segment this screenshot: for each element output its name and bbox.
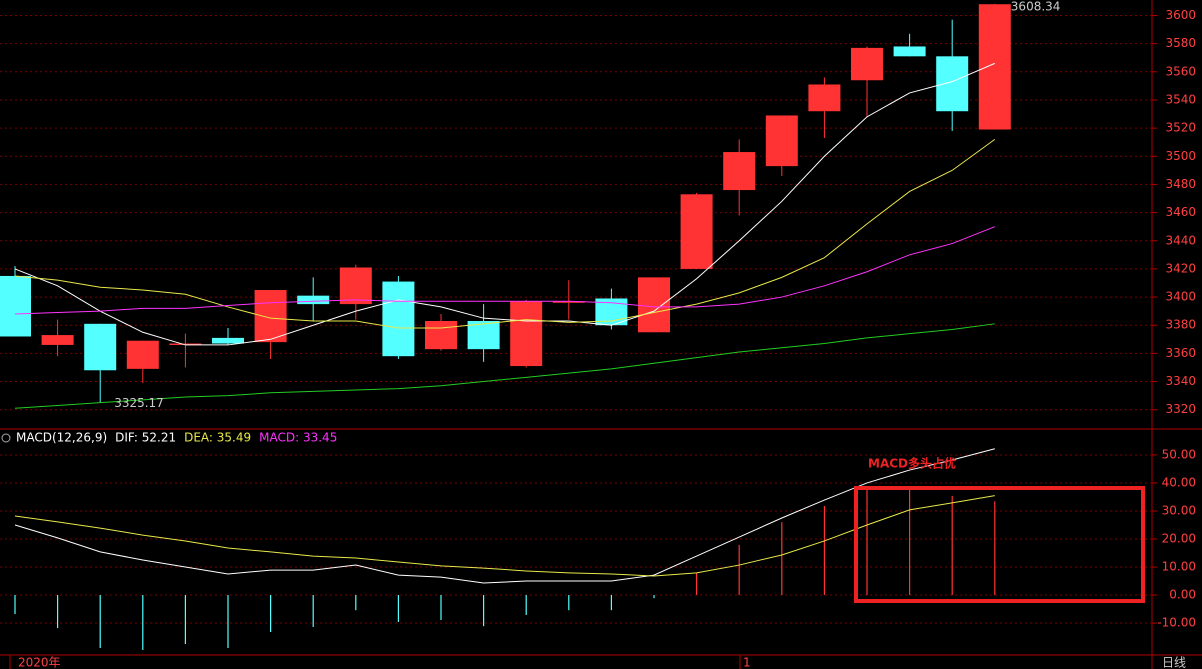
y-tick-label: 40.00 <box>1162 475 1196 489</box>
candle-body <box>126 340 159 369</box>
low-price-label: 3325.17 <box>114 396 164 410</box>
candle-body <box>510 301 543 367</box>
y-tick-label: 50.00 <box>1162 447 1196 461</box>
candle-body <box>680 194 713 269</box>
indicator-label: MACD(12,26,9) <box>16 431 107 445</box>
indicator-label: DIF: 52.21 <box>115 431 176 445</box>
y-tick-label: 0.00 <box>1169 588 1196 602</box>
y-tick-label: 3320 <box>1165 402 1196 416</box>
y-tick-label: 30.00 <box>1162 503 1196 517</box>
ma-line <box>14 323 995 409</box>
macd-line <box>14 495 995 577</box>
y-tick-label: -10.00 <box>1157 616 1196 630</box>
candle-body <box>212 337 244 344</box>
macd-line <box>14 448 995 584</box>
candle-body <box>339 267 372 305</box>
y-tick-label: 3520 <box>1165 121 1196 135</box>
candle-body <box>297 295 330 305</box>
y-tick-label: 3580 <box>1165 36 1196 50</box>
y-tick-label: 3400 <box>1165 290 1196 304</box>
y-tick-label: 3560 <box>1165 64 1196 78</box>
y-tick-label: 3480 <box>1165 177 1196 191</box>
candle-body <box>467 321 500 350</box>
y-tick-label: 3540 <box>1165 92 1196 106</box>
y-tick-label: 3420 <box>1165 261 1196 275</box>
y-tick-label: 3500 <box>1165 149 1196 163</box>
y-tick-label: 3360 <box>1165 346 1196 360</box>
collapse-icon[interactable] <box>1 433 11 443</box>
ma-line <box>14 226 995 315</box>
x-tick-label: 2020年 <box>18 656 61 669</box>
candle-body <box>978 4 1011 130</box>
y-tick-label: 3600 <box>1165 8 1196 22</box>
y-tick-label: 3440 <box>1165 233 1196 247</box>
candle-body <box>638 277 670 333</box>
candle-body <box>851 47 883 81</box>
highlight-box <box>854 486 1145 603</box>
indicator-label: MACD: 33.45 <box>259 431 337 445</box>
y-tick-label: 3380 <box>1165 318 1196 332</box>
candle-body <box>382 281 415 357</box>
annotation: MACD多头占优 <box>868 456 956 471</box>
y-tick-label: 20.00 <box>1162 531 1196 545</box>
y-tick-label: 3340 <box>1165 374 1196 388</box>
period-label: 日线 <box>1162 656 1186 669</box>
candle-body <box>84 323 117 371</box>
x-tick-label: 1 <box>743 656 751 669</box>
candle-body <box>765 115 798 167</box>
candle-body <box>808 84 841 112</box>
candle-body <box>169 343 202 346</box>
candle-body <box>41 335 74 345</box>
candle-body <box>552 301 585 303</box>
candle-body <box>0 275 31 337</box>
candle-body <box>723 152 756 191</box>
ma-line <box>14 138 996 329</box>
candle-body <box>425 321 457 350</box>
indicator-label: DEA: 35.49 <box>184 431 251 445</box>
candle-body <box>893 46 926 57</box>
ma-line <box>14 62 995 346</box>
y-tick-label: 3460 <box>1165 205 1196 219</box>
candle-body <box>254 290 287 343</box>
y-tick-label: 10.00 <box>1162 560 1196 574</box>
candle-body <box>936 56 969 112</box>
high-price-label: 3608.34 <box>1011 0 1061 13</box>
